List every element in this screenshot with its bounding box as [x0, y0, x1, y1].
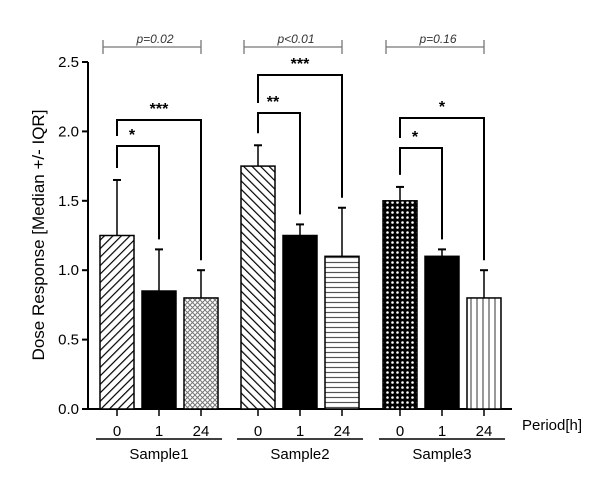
bars — [99, 144, 502, 410]
significance-bracket — [257, 112, 301, 215]
bar-sample1-1h — [141, 290, 177, 410]
significance-bracket — [399, 147, 443, 240]
y-tick-label: 0.5 — [58, 332, 79, 349]
significance-bracket — [399, 117, 485, 261]
bar-sample1-0h — [99, 234, 135, 410]
bar-sample3-0h — [382, 200, 418, 410]
x-axis-label: Period[h] — [522, 417, 582, 434]
y-axis-label: Dose Response [Median +/- IQR] — [29, 110, 48, 361]
bar-sample3-24h — [466, 297, 502, 410]
group-label: Sample3 — [412, 446, 471, 463]
p-value-label: p=0.16 — [418, 32, 456, 46]
significance-stars: * — [129, 127, 136, 144]
x-tick-label: 0 — [113, 423, 121, 440]
y-ticks: 0.0 0.5 1.0 1.5 2.0 2.5 — [58, 54, 88, 418]
x-tick-label: 0 — [254, 423, 262, 440]
bar-sample2-1h — [282, 234, 318, 410]
y-tick-label: 1.5 — [58, 193, 79, 210]
x-tick-label: 1 — [296, 423, 304, 440]
significance-bracket — [116, 145, 160, 240]
x-tick-label: 1 — [438, 423, 446, 440]
bar-sample3-1h — [424, 255, 460, 410]
x-tick-label: 24 — [193, 423, 210, 440]
significance-stars: ** — [267, 94, 280, 111]
x-tick-label: 24 — [334, 423, 351, 440]
y-tick-label: 0.0 — [58, 401, 79, 418]
x-labels: 0 1 24 Sample1 0 1 24 Sample2 0 1 24 Sample3 — [96, 409, 505, 463]
p-value-label: p<0.01 — [276, 32, 314, 46]
significance-bracket — [116, 119, 202, 261]
significance-stars: * — [439, 99, 446, 116]
bar-sample2-0h — [240, 165, 276, 410]
p-value-label: p=0.02 — [135, 32, 173, 46]
significance-bracket — [257, 74, 343, 198]
x-tick-label: 24 — [476, 423, 493, 440]
group-label: Sample2 — [270, 446, 329, 463]
significance-stars: * — [412, 129, 419, 146]
x-tick-label: 1 — [155, 423, 163, 440]
bar-sample1-24h — [183, 297, 219, 410]
significance-stars: *** — [150, 101, 169, 118]
significance-stars: *** — [291, 56, 310, 73]
bar-sample2-24h — [324, 255, 360, 410]
y-tick-label: 2.5 — [58, 54, 79, 71]
x-tick-label: 0 — [396, 423, 404, 440]
y-tick-label: 1.0 — [58, 262, 79, 279]
y-tick-label: 2.0 — [58, 123, 79, 140]
annotations: p=0.02****p<0.01*****p=0.16** — [102, 32, 485, 261]
group-label: Sample1 — [129, 446, 188, 463]
